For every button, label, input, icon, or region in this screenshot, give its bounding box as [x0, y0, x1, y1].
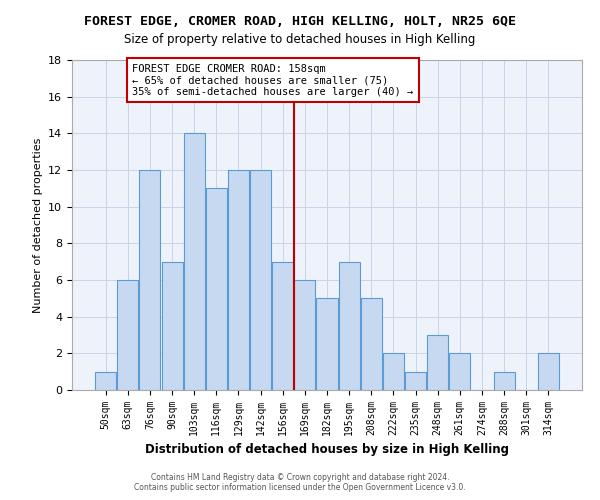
- Text: Contains HM Land Registry data © Crown copyright and database right 2024.
Contai: Contains HM Land Registry data © Crown c…: [134, 473, 466, 492]
- Bar: [316, 298, 338, 390]
- Bar: [139, 170, 160, 390]
- Y-axis label: Number of detached properties: Number of detached properties: [32, 138, 43, 312]
- Bar: [295, 280, 316, 390]
- Text: Size of property relative to detached houses in High Kelling: Size of property relative to detached ho…: [124, 32, 476, 46]
- Bar: [184, 134, 205, 390]
- Bar: [494, 372, 515, 390]
- Bar: [383, 354, 404, 390]
- Bar: [95, 372, 116, 390]
- Bar: [338, 262, 359, 390]
- Bar: [272, 262, 293, 390]
- Bar: [449, 354, 470, 390]
- Bar: [427, 335, 448, 390]
- Bar: [228, 170, 249, 390]
- Bar: [206, 188, 227, 390]
- Bar: [405, 372, 426, 390]
- X-axis label: Distribution of detached houses by size in High Kelling: Distribution of detached houses by size …: [145, 444, 509, 456]
- Bar: [250, 170, 271, 390]
- Bar: [361, 298, 382, 390]
- Text: FOREST EDGE CROMER ROAD: 158sqm
← 65% of detached houses are smaller (75)
35% of: FOREST EDGE CROMER ROAD: 158sqm ← 65% of…: [132, 64, 413, 97]
- Bar: [538, 354, 559, 390]
- Bar: [161, 262, 182, 390]
- Bar: [118, 280, 139, 390]
- Text: FOREST EDGE, CROMER ROAD, HIGH KELLING, HOLT, NR25 6QE: FOREST EDGE, CROMER ROAD, HIGH KELLING, …: [84, 15, 516, 28]
